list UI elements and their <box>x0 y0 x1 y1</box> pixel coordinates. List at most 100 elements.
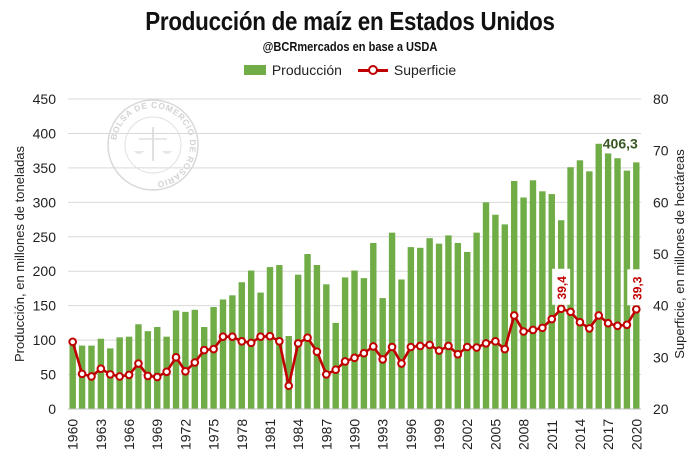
legend-item-area: Superficie <box>357 62 456 78</box>
y-axis-title: Producción, en millones de toneladas <box>12 145 27 362</box>
production-bar <box>464 251 471 409</box>
x-tick-label: 1993 <box>375 419 391 450</box>
area-point <box>171 353 181 362</box>
y-tick-label: 300 <box>33 194 57 210</box>
y-tick-label: 350 <box>33 160 57 176</box>
production-bar <box>219 299 227 409</box>
area-point <box>96 364 106 374</box>
y-tick-label: 100 <box>33 332 57 348</box>
y2-tick-label: 30 <box>653 349 669 365</box>
y2-tick-label: 60 <box>653 194 669 210</box>
x-tick-label: 1978 <box>234 419 250 450</box>
x-tick-label: 2011 <box>544 420 560 450</box>
production-bar <box>257 292 264 409</box>
x-tick-label: 2020 <box>628 419 644 450</box>
watermark-inner-ring <box>124 116 182 174</box>
area-point <box>603 318 613 328</box>
y2-tick-label: 70 <box>653 143 669 159</box>
area-point <box>444 341 453 351</box>
production-bar <box>407 247 415 409</box>
area-point <box>265 331 275 341</box>
x-tick-label: 1975 <box>206 419 222 450</box>
area-point <box>322 370 331 379</box>
production-bar <box>426 238 433 409</box>
area-point <box>406 342 416 352</box>
production-bar <box>323 284 330 409</box>
area-data-label: 39,3 <box>630 276 644 300</box>
production-bar <box>154 327 161 409</box>
area-point <box>585 324 594 333</box>
area-line <box>68 304 641 391</box>
y-tick-label: 150 <box>33 298 57 314</box>
production-data-label: 406,3 <box>603 135 638 151</box>
chart-title: Producción de maíz en Estados Unidos <box>145 6 555 36</box>
production-bar <box>576 160 584 409</box>
area-point <box>397 359 406 368</box>
production-bar <box>379 298 386 409</box>
production-bar <box>623 170 631 409</box>
x-tick-label: 2017 <box>600 419 616 450</box>
area-point <box>246 338 256 348</box>
production-bar <box>454 242 462 409</box>
area-point <box>387 342 397 352</box>
y2-tick-label: 20 <box>653 401 669 417</box>
axes: 0 50 100 150 200 250 300 350 400 450 20 30 40 50 60 70 8… <box>12 91 687 450</box>
area-point <box>256 332 265 341</box>
area-data-label: 39,4 <box>555 276 569 300</box>
area-point <box>368 342 378 351</box>
area-point <box>472 343 481 352</box>
area-point <box>209 344 218 354</box>
production-bar <box>604 153 612 409</box>
area-point <box>237 337 247 346</box>
production-bar <box>586 171 593 409</box>
x-tick-label: 1969 <box>149 419 165 450</box>
production-bar <box>445 235 452 409</box>
area-point <box>115 372 124 381</box>
area-point <box>575 317 585 327</box>
production-bar <box>548 194 555 409</box>
legend-label-production: Producción <box>271 62 342 78</box>
area-data-label-bg <box>627 269 646 306</box>
area-point <box>303 333 312 343</box>
area-point <box>491 337 500 346</box>
area-point <box>293 339 303 348</box>
area-point <box>453 349 463 359</box>
area-point <box>190 358 200 367</box>
area-point <box>613 321 622 331</box>
x-tick-label: 1984 <box>290 419 306 450</box>
area-point <box>162 367 171 377</box>
x-tick-label: 1987 <box>318 419 334 450</box>
area-point <box>359 348 369 358</box>
production-bar <box>201 327 208 409</box>
production-bar <box>398 279 405 409</box>
area-point <box>284 381 294 391</box>
production-bar <box>492 214 499 409</box>
production-bar <box>567 167 574 409</box>
x-tick-label: 1966 <box>121 419 137 450</box>
y2-tick-label: 40 <box>653 298 669 314</box>
area-point <box>415 341 425 351</box>
area-point <box>434 346 444 355</box>
area-point <box>350 353 359 363</box>
x-tick-label: 1990 <box>347 419 363 450</box>
production-bar <box>529 180 537 409</box>
production-bar <box>107 348 114 409</box>
x-tick-label: 2005 <box>487 419 503 450</box>
production-bar <box>473 232 480 409</box>
area-point <box>340 357 350 366</box>
production-bar <box>435 243 443 409</box>
area-data-label-bg <box>552 268 571 305</box>
area-point <box>218 332 228 341</box>
area-point <box>68 337 77 347</box>
y2-tick-label: 50 <box>653 246 669 262</box>
x-tick-label: 1981 <box>262 419 278 450</box>
legend: Producción Superficie <box>0 62 700 78</box>
production-bar <box>313 265 321 409</box>
watermark-outer-ring <box>107 99 199 191</box>
legend-item-production: Producción <box>243 62 342 78</box>
area-point <box>425 340 434 350</box>
production-bar <box>360 278 368 409</box>
area-point <box>462 342 472 352</box>
area-point <box>481 339 491 348</box>
y-tick-label: 400 <box>33 125 57 141</box>
